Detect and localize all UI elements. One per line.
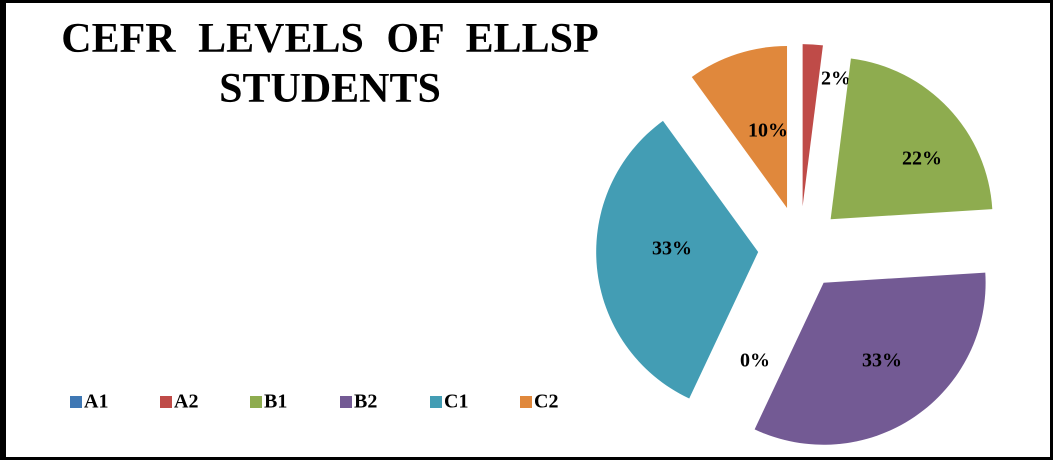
data-label: 10%	[748, 120, 788, 142]
legend-swatch	[520, 396, 532, 408]
legend-swatch	[70, 396, 82, 408]
pie-slice	[754, 272, 986, 445]
pie-slice	[802, 44, 823, 207]
legend-label: B1	[264, 391, 287, 413]
legend-label: A2	[174, 391, 198, 413]
legend-swatch	[340, 396, 352, 408]
chart-title: CEFR LEVELS OF ELLSP STUDENTS	[61, 16, 599, 112]
data-label: 2%	[821, 68, 851, 90]
data-label: 33%	[862, 350, 902, 372]
legend-swatch	[160, 396, 172, 408]
legend-swatch	[430, 396, 442, 408]
legend-label: B2	[354, 391, 377, 413]
legend-label: C1	[444, 391, 468, 413]
data-label: 33%	[652, 238, 692, 260]
data-label: 0%	[740, 350, 770, 372]
data-label: 22%	[902, 148, 942, 170]
pie-slice	[596, 120, 759, 399]
legend-label: C2	[534, 391, 558, 413]
legend-swatch	[250, 396, 262, 408]
pie-slice	[830, 58, 993, 220]
legend-label: A1	[84, 391, 108, 413]
pie-slice	[691, 46, 788, 209]
